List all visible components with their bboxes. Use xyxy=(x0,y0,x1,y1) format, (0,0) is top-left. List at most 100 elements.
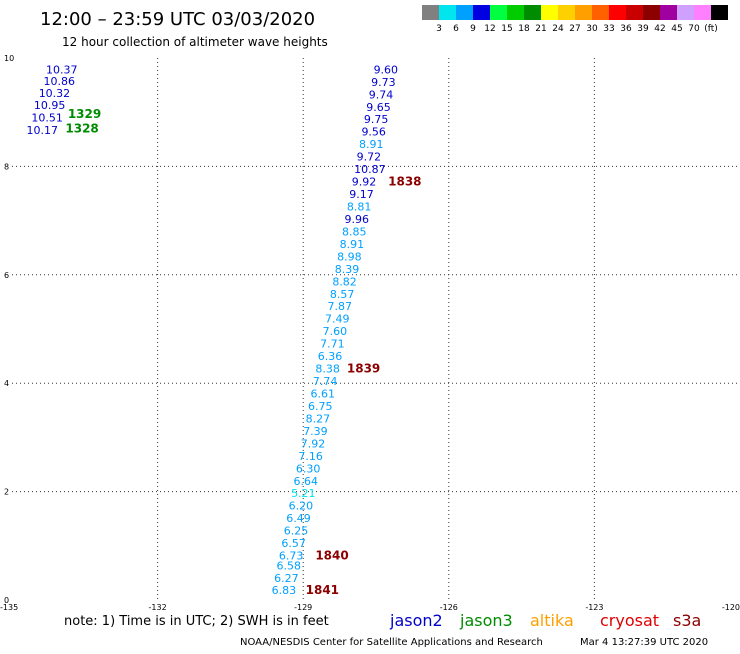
color-scale-label: 42 xyxy=(654,24,665,34)
pass-time-label: 1838 xyxy=(388,175,421,189)
wave-height-point: 9.75 xyxy=(364,113,389,126)
y-tick-label: 8 xyxy=(4,162,9,171)
wave-height-point: 10.86 xyxy=(44,75,75,88)
wave-height-point: 8.82 xyxy=(332,275,357,288)
wave-height-point: 6.49 xyxy=(286,512,311,525)
color-scale-label: (ft) xyxy=(704,24,718,34)
wave-height-point: 6.20 xyxy=(289,500,314,513)
grid-lines xyxy=(12,58,740,600)
wave-height-point: 10.17 xyxy=(27,124,58,137)
color-swatch xyxy=(660,5,677,20)
axis-ticks: -135 -132 -129 -126 -123 -120 0 2 4 6 8 10 xyxy=(0,54,740,612)
x-tick-label: -123 xyxy=(585,603,603,612)
wave-height-point: 6.30 xyxy=(296,462,321,475)
satellite-legend-s3a: s3a xyxy=(673,611,701,630)
x-tick-label: -126 xyxy=(440,603,458,612)
wave-height-point: 10.37 xyxy=(46,63,77,76)
satellite-legend: jason2 jason3 altika cryosat s3a xyxy=(389,611,701,630)
footer-timestamp: Mar 4 13:27:39 UTC 2020 xyxy=(580,637,708,648)
x-tick-label: -135 xyxy=(0,603,18,612)
x-tick-label: -129 xyxy=(294,603,312,612)
wave-height-point: 6.58 xyxy=(277,559,302,572)
wave-height-point: 6.57 xyxy=(281,537,306,550)
color-scale-label: 30 xyxy=(586,24,598,34)
wave-height-point: 9.17 xyxy=(349,188,374,201)
wave-height-point: 9.73 xyxy=(371,76,396,89)
wave-height-point: 7.74 xyxy=(313,375,338,388)
wave-height-point: 8.27 xyxy=(306,412,331,425)
color-swatch xyxy=(592,5,609,20)
color-swatch xyxy=(677,5,694,20)
y-tick-label: 0 xyxy=(4,596,9,605)
chart-title: 12:00 – 23:59 UTC 03/03/2020 xyxy=(40,9,315,30)
wave-height-point: 6.73 xyxy=(279,550,304,563)
wave-height-point: 10.51 xyxy=(31,112,63,125)
footer-credit: NOAA/NESDIS Center for Satellite Applica… xyxy=(240,637,543,648)
color-scale-label: 33 xyxy=(603,24,614,34)
color-swatch xyxy=(490,5,507,20)
wave-height-point: 10.87 xyxy=(354,163,386,176)
wave-height-point: 6.64 xyxy=(293,475,318,488)
wave-height-point: 6.75 xyxy=(308,400,333,413)
color-swatch xyxy=(626,5,643,20)
wave-height-point: 6.27 xyxy=(274,572,299,585)
color-scale-label: 45 xyxy=(671,24,682,34)
wave-height-point: 10.32 xyxy=(39,87,70,100)
color-swatch xyxy=(456,5,473,20)
color-scale-label: 15 xyxy=(501,24,512,34)
wave-height-point: 9.60 xyxy=(374,63,399,76)
wave-height-point: 6.61 xyxy=(310,387,335,400)
wave-height-point: 7.92 xyxy=(301,437,326,450)
wave-height-point: 9.96 xyxy=(344,213,369,226)
satellite-legend-jason3: jason3 xyxy=(459,611,513,630)
wave-height-point: 8.91 xyxy=(359,138,384,151)
x-tick-label: -120 xyxy=(722,603,740,612)
chart-subtitle: 12 hour collection of altimeter wave hei… xyxy=(62,35,328,49)
color-scale-label: 36 xyxy=(620,24,632,34)
color-swatch xyxy=(541,5,558,20)
color-scale-label: 6 xyxy=(453,24,459,34)
pass-time-label: 1328 xyxy=(65,121,98,135)
pass-time-label: 1840 xyxy=(315,549,348,563)
color-swatch xyxy=(694,5,711,20)
wave-height-labels: 10.3710.8610.3210.9510.5110.179.609.739.… xyxy=(27,63,399,597)
wave-height-point: 8.98 xyxy=(337,250,362,263)
pass-time-label: 1839 xyxy=(347,362,380,376)
wave-height-point: 7.60 xyxy=(323,325,348,338)
wave-height-point: 5.21 xyxy=(291,487,316,500)
color-swatch xyxy=(422,5,439,20)
wave-height-point: 9.72 xyxy=(357,151,382,164)
wave-height-point: 10.95 xyxy=(34,99,65,112)
wave-height-point: 6.36 xyxy=(318,350,343,363)
y-tick-label: 4 xyxy=(4,379,9,388)
pass-time-label: 1841 xyxy=(306,583,339,597)
color-swatch xyxy=(524,5,541,20)
color-scale-label: 24 xyxy=(552,24,564,34)
color-swatch xyxy=(575,5,592,20)
y-tick-label: 6 xyxy=(4,271,9,280)
color-swatch xyxy=(609,5,626,20)
color-scale-label: 3 xyxy=(436,24,442,34)
color-scale-label: 70 xyxy=(688,24,700,34)
wave-height-point: 7.49 xyxy=(325,313,350,326)
wave-height-point: 9.92 xyxy=(352,176,377,189)
wave-height-point: 9.56 xyxy=(361,126,386,139)
color-scale-label: 9 xyxy=(470,24,476,34)
wave-height-point: 7.87 xyxy=(327,300,352,313)
wave-height-point: 6.83 xyxy=(272,584,297,597)
wave-height-point: 7.39 xyxy=(303,425,328,438)
wave-height-point: 8.85 xyxy=(342,225,367,238)
wave-height-point: 9.74 xyxy=(369,88,394,101)
y-tick-label: 10 xyxy=(4,54,14,63)
satellite-legend-altika: altika xyxy=(530,611,574,630)
color-scale-label: 18 xyxy=(518,24,530,34)
color-scale-legend: 3 6 9 12 15 18 21 24 27 30 33 36 39 42 45 70 (ft) xyxy=(422,5,728,34)
color-scale-label: 27 xyxy=(569,24,580,34)
color-scale-label: 12 xyxy=(484,24,495,34)
x-tick-label: -132 xyxy=(149,603,167,612)
wave-height-point: 8.57 xyxy=(330,288,355,301)
satellite-legend-cryosat: cryosat xyxy=(600,611,659,630)
color-swatch xyxy=(711,5,728,20)
